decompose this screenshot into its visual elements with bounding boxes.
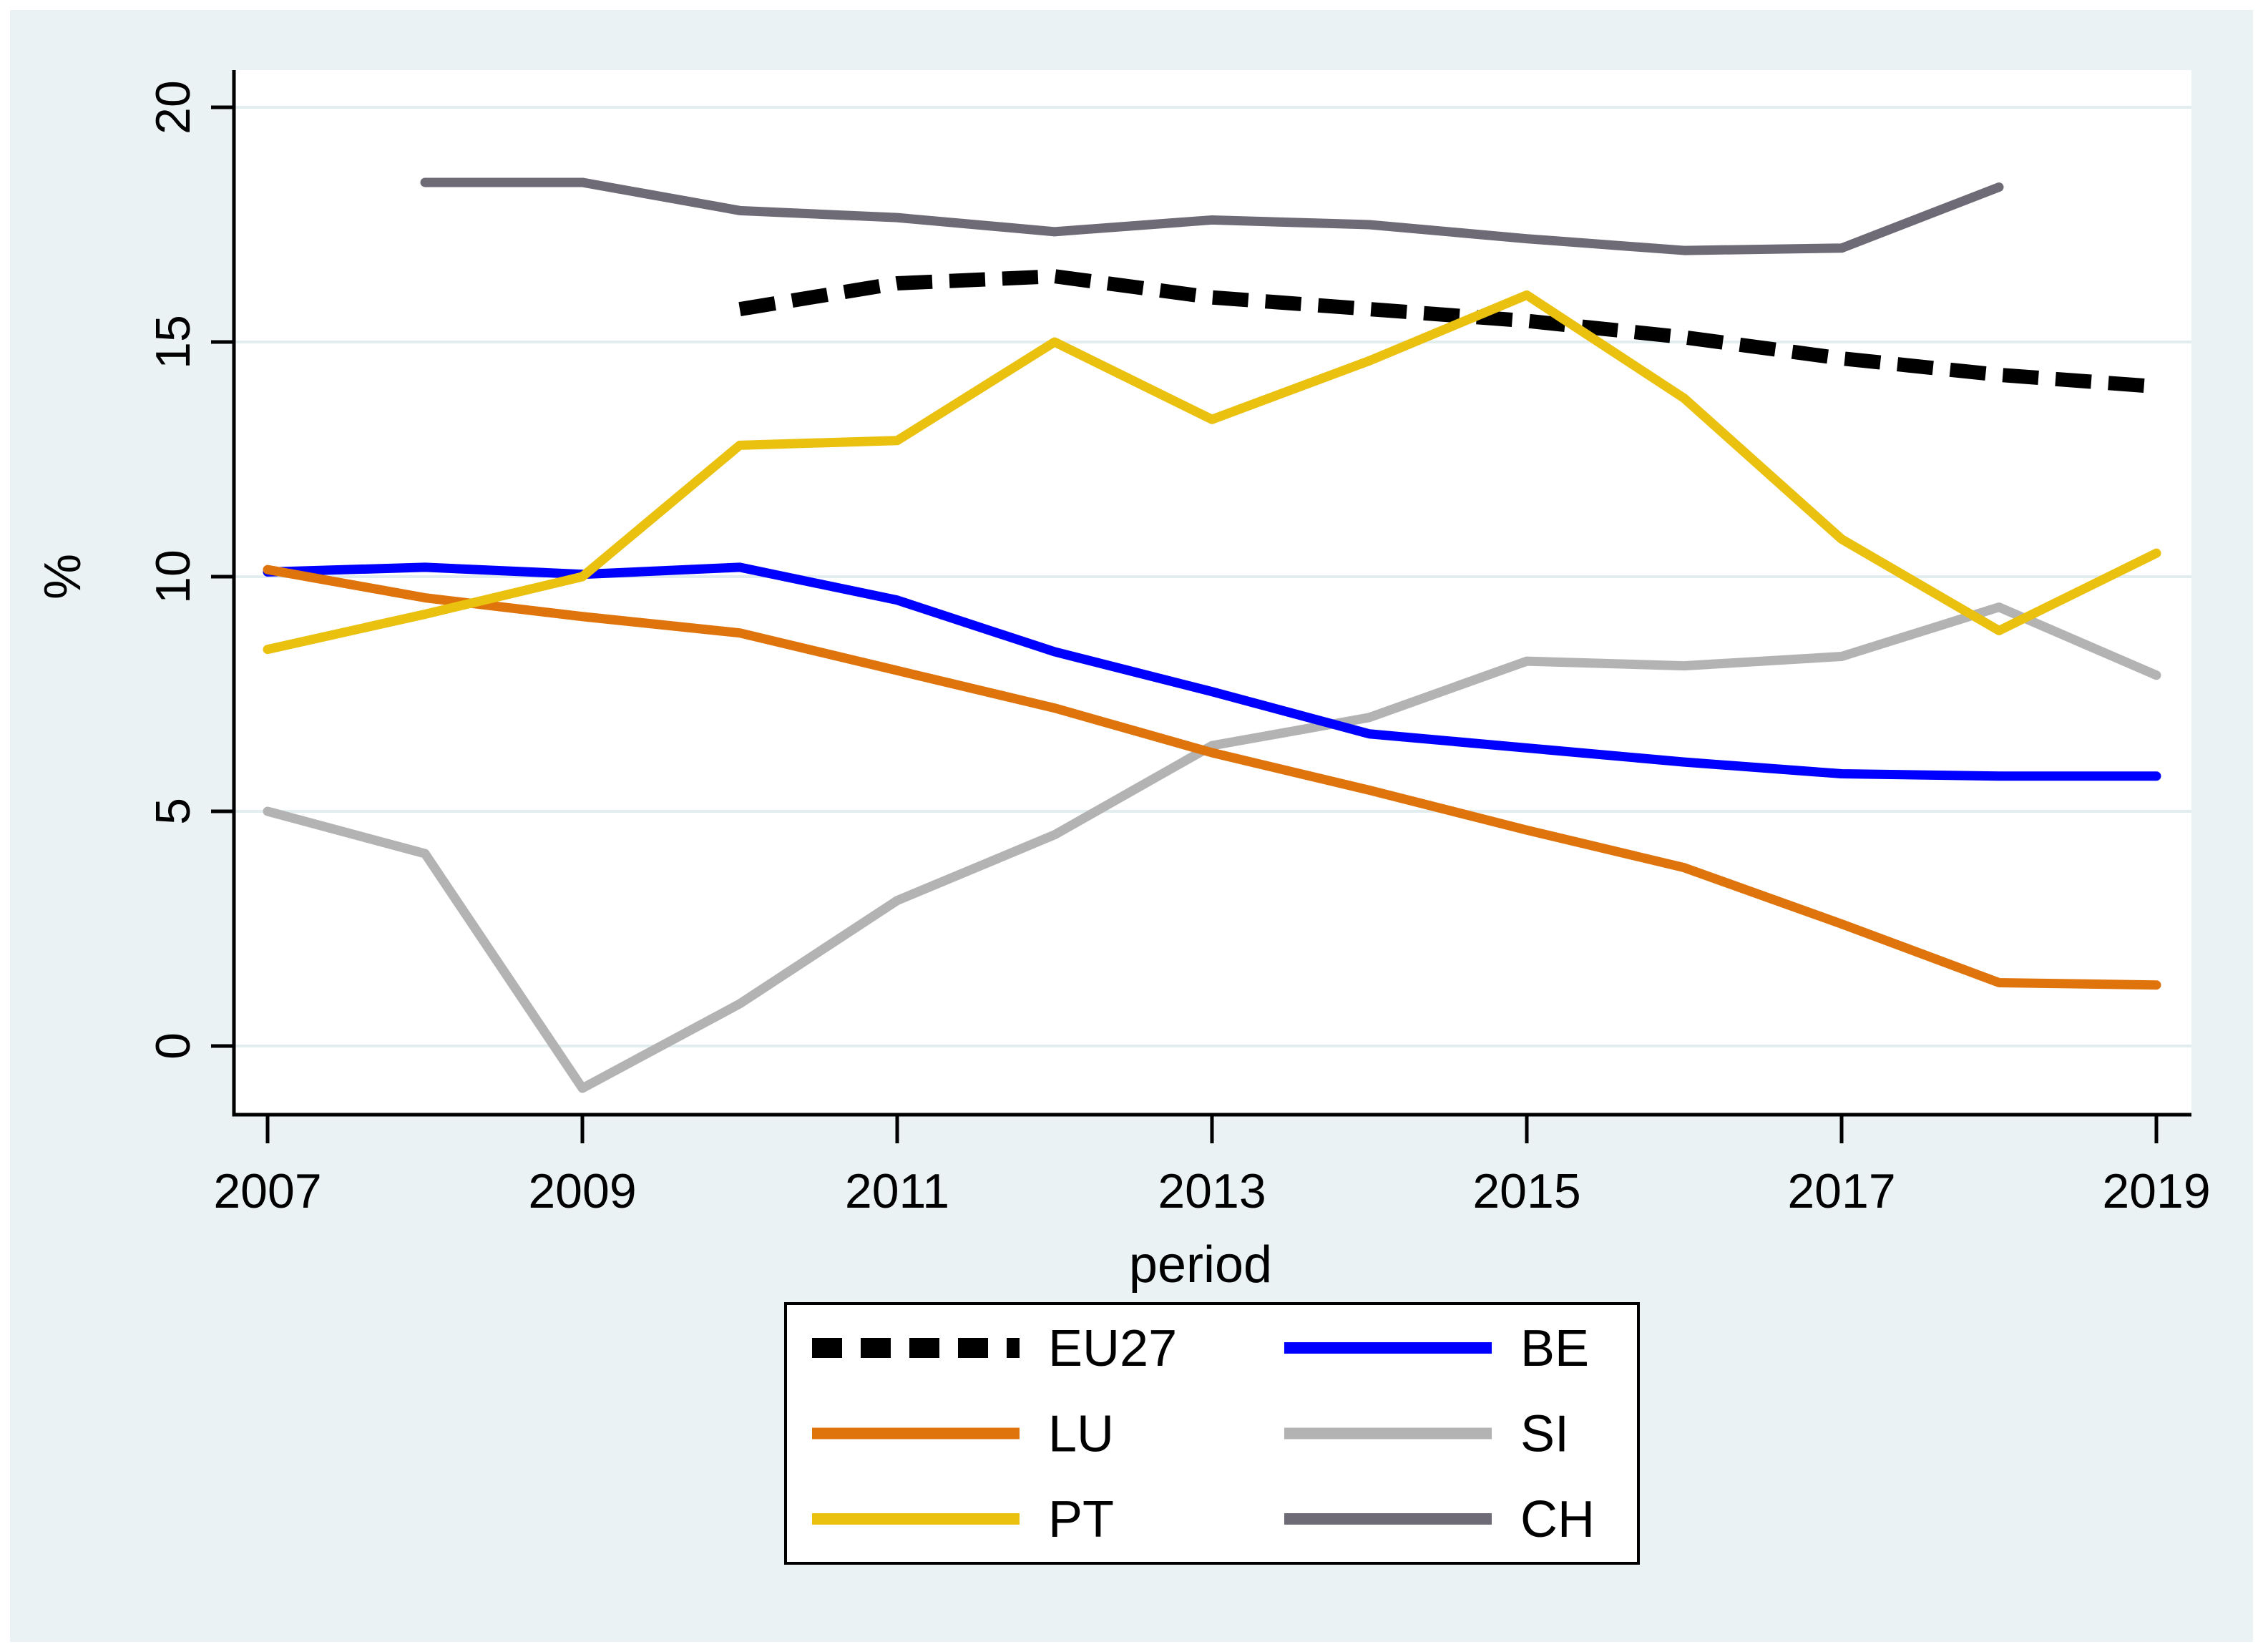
y-tick-label-5: 5	[146, 798, 200, 825]
x-tick-label-2011: 2011	[845, 1164, 949, 1218]
plot-area	[234, 70, 2191, 1115]
legend-label-CH: CH	[1520, 1491, 1595, 1548]
y-axis-title: %	[34, 553, 92, 600]
x-tick-label-2017: 2017	[1787, 1164, 1895, 1218]
series-line-CH	[420, 177, 2004, 255]
legend-label-LU: LU	[1048, 1406, 1114, 1463]
y-tick-label-0: 0	[146, 1032, 200, 1060]
legend-label-SI: SI	[1520, 1406, 1569, 1463]
y-tick-label-15: 15	[146, 315, 200, 369]
series-line-SI	[263, 602, 2161, 1093]
x-tick-label-2009: 2009	[528, 1164, 636, 1218]
x-tick-label-2019: 2019	[2102, 1164, 2210, 1218]
legend-label-PT: PT	[1048, 1491, 1114, 1548]
y-tick-label-20: 20	[146, 80, 200, 135]
legend-label-BE: BE	[1520, 1320, 1589, 1377]
x-tick-label-2013: 2013	[1158, 1164, 1266, 1218]
y-tick-label-10: 10	[146, 549, 200, 604]
x-tick-label-2007: 2007	[213, 1164, 321, 1218]
x-tick-label-2015: 2015	[1472, 1164, 1580, 1218]
series-line-EU27	[738, 269, 2157, 394]
x-axis-title: period	[1128, 1236, 1273, 1294]
legend-label-EU27: EU27	[1048, 1320, 1177, 1377]
series-line-PT	[263, 290, 2161, 655]
series-line-LU	[263, 564, 2161, 990]
